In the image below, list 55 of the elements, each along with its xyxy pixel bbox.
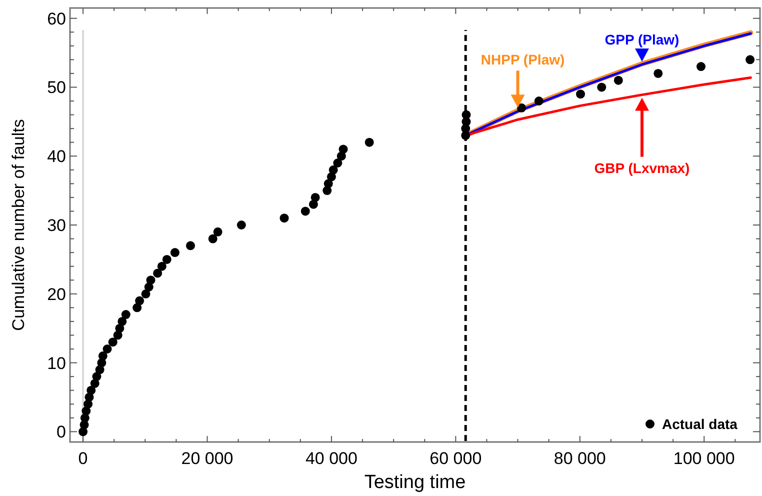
point xyxy=(746,55,755,64)
point xyxy=(576,90,586,99)
point xyxy=(462,110,471,120)
point xyxy=(208,234,218,244)
point xyxy=(236,220,246,230)
x-tick-label: 0 xyxy=(78,449,88,468)
point xyxy=(654,68,663,78)
point xyxy=(170,248,180,258)
point xyxy=(153,268,162,278)
y-tick-label: 40 xyxy=(47,147,66,166)
point xyxy=(364,138,374,147)
y-axis-title: Cumulative number of faults xyxy=(9,119,28,331)
point xyxy=(146,276,156,285)
point xyxy=(157,262,166,271)
y-tick-label: 60 xyxy=(47,9,66,28)
series-label: NHPP (Plaw) xyxy=(480,52,565,68)
point xyxy=(517,103,526,112)
point xyxy=(121,310,130,320)
point xyxy=(86,386,96,395)
x-axis-title: Testing time xyxy=(364,472,466,493)
point xyxy=(92,372,102,382)
point xyxy=(338,144,348,154)
point xyxy=(696,62,706,72)
point xyxy=(300,206,310,216)
x-tick-label: 100 000 xyxy=(673,449,735,468)
y-tick-label: 20 xyxy=(47,284,66,304)
point xyxy=(328,165,338,174)
x-tick-label: 20 000 xyxy=(181,449,234,468)
point xyxy=(614,76,623,85)
point xyxy=(534,96,544,106)
series-label: GPP (Plaw) xyxy=(604,31,680,48)
point xyxy=(108,338,118,347)
point xyxy=(118,316,127,326)
point xyxy=(132,303,142,312)
point xyxy=(141,289,150,298)
point xyxy=(324,179,333,188)
point xyxy=(310,192,320,202)
point xyxy=(98,351,108,360)
y-tick-label: 0 xyxy=(56,422,66,442)
y-tick-label: 50 xyxy=(47,78,66,98)
legend-label: Actual data xyxy=(662,416,738,432)
point xyxy=(186,241,195,250)
point xyxy=(280,214,289,223)
point xyxy=(162,254,172,264)
point xyxy=(333,158,342,168)
x-tick-label: 40 000 xyxy=(305,449,358,468)
point xyxy=(135,296,144,306)
x-tick-label: 80 000 xyxy=(554,449,606,468)
y-tick-label: 30 xyxy=(47,216,66,235)
point xyxy=(102,344,112,354)
point xyxy=(213,227,222,236)
point xyxy=(597,82,606,92)
x-tick-label: 60 000 xyxy=(430,449,482,468)
y-tick-label: 10 xyxy=(47,354,66,373)
text: GBP (Lxvmax) xyxy=(594,160,690,176)
